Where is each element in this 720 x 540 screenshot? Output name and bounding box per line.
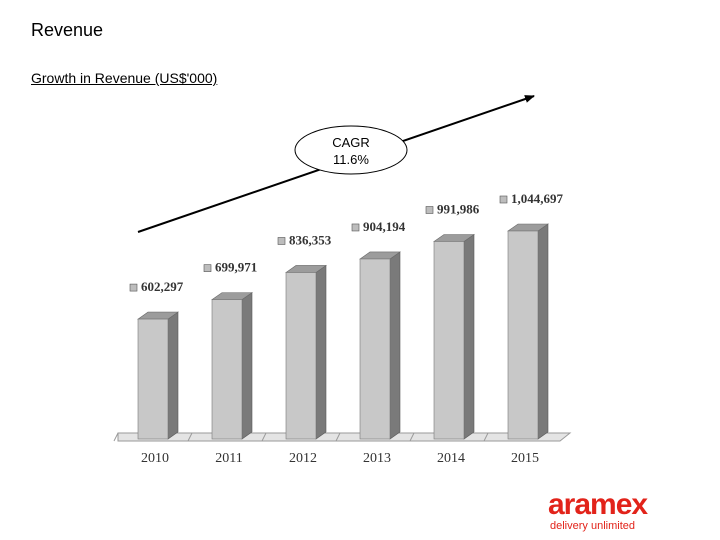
cagr-label: CAGR: [332, 135, 370, 150]
value-label-marker: [129, 283, 138, 292]
value-label-marker: [351, 223, 360, 232]
bar-2012: [285, 264, 327, 440]
bar-side: [167, 311, 179, 440]
value-label-text: 1,044,697: [511, 191, 564, 206]
floor-tick: [409, 432, 415, 442]
value-label-text: 699,971: [215, 260, 257, 275]
page-title: Revenue: [31, 20, 104, 40]
bar-2014: [433, 233, 475, 440]
value-label: 1,044,697: [499, 191, 564, 206]
value-label-text: 904,194: [363, 219, 406, 234]
bar-side: [389, 251, 401, 440]
value-label: 991,986: [425, 201, 480, 216]
logo-tagline: delivery unlimited: [550, 520, 635, 532]
bar-front: [285, 272, 317, 440]
bar-side: [463, 233, 475, 440]
floor-tick: [483, 432, 489, 442]
bar-side: [241, 292, 253, 440]
x-tick-label: 2014: [437, 451, 465, 466]
floor-tick: [187, 432, 193, 442]
cagr-annotation: CAGR 11.6%: [294, 125, 408, 175]
value-label-text: 836,353: [289, 232, 332, 247]
logo-wordmark: aramex: [548, 488, 648, 521]
x-tick-label: 2015: [511, 451, 539, 466]
bar-2010: [137, 311, 179, 440]
x-tick-label: 2013: [363, 451, 391, 466]
cagr-value: 11.6%: [333, 152, 369, 167]
cagr-ellipse: [294, 125, 408, 175]
bar-side: [315, 264, 327, 440]
value-label: 904,194: [351, 219, 406, 234]
x-tick-label: 2010: [141, 451, 169, 466]
bar-front: [507, 230, 539, 440]
floor-ticks: [113, 432, 489, 442]
value-label-text: 602,297: [141, 279, 184, 294]
bar-2013: [359, 251, 401, 440]
bars-group: [137, 223, 549, 440]
value-label-marker: [277, 237, 286, 245]
bar-front: [359, 258, 391, 440]
bar-2015: [507, 223, 549, 440]
bar-front: [137, 318, 169, 440]
value-labels-group: 602,297 699,971 836,353 904,194 991,986 1,044…: [129, 191, 564, 294]
value-label-text: 991,986: [437, 201, 480, 216]
value-label: 836,353: [277, 232, 332, 247]
floor-tick: [113, 432, 119, 442]
x-tick-label: 2011: [215, 451, 242, 466]
value-label-marker: [203, 264, 212, 272]
x-tick-label: 2012: [289, 451, 317, 466]
chart-floor: [117, 432, 572, 442]
bar-front: [211, 299, 243, 440]
bar-front: [433, 241, 465, 440]
bar-side: [537, 223, 549, 440]
aramex-logo: aramex delivery unlimited: [548, 488, 698, 534]
bar-2011: [211, 292, 253, 440]
value-label-marker: [425, 206, 434, 214]
x-tick-labels-group: 2010 2011 2012 2013 2014 2015: [141, 451, 539, 466]
floor-tick: [335, 432, 341, 442]
value-label: 602,297: [129, 279, 184, 294]
value-label-marker: [499, 195, 508, 204]
floor-tick: [261, 432, 267, 442]
value-label: 699,971: [203, 260, 257, 275]
chart-title: Growth in Revenue (US$'000): [31, 70, 218, 86]
